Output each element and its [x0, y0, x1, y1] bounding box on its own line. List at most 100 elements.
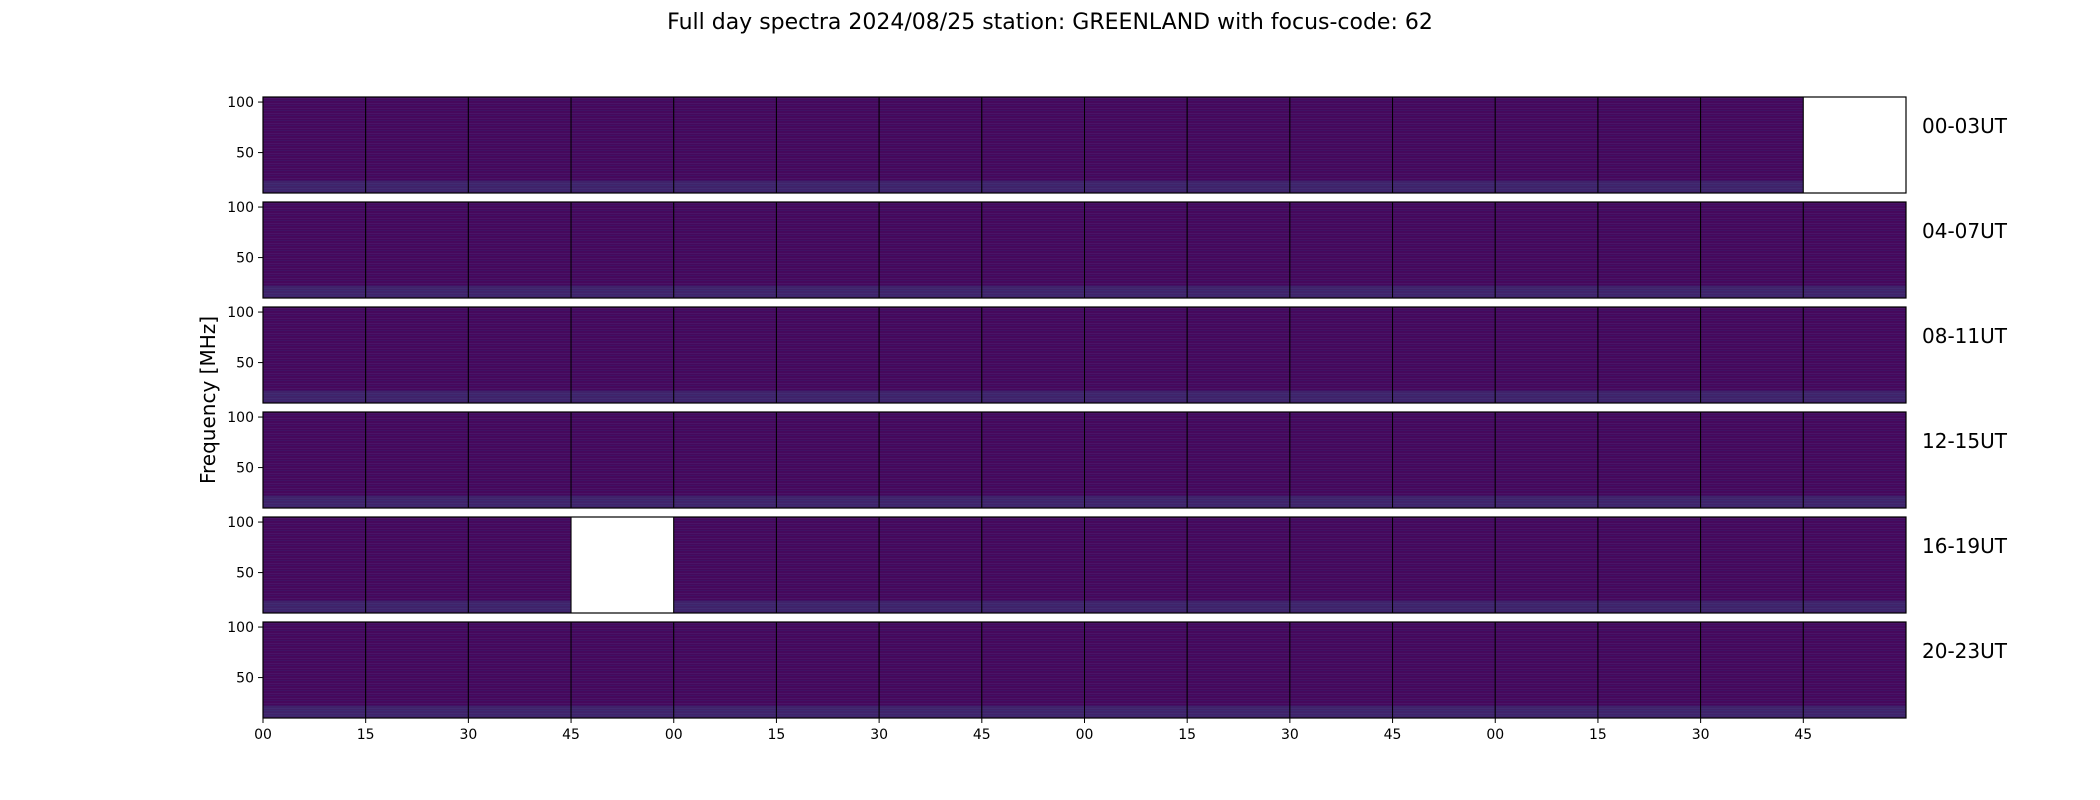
low-frequency-band	[365, 390, 469, 403]
spectrum-panel	[1289, 97, 1393, 193]
low-frequency-band	[1597, 600, 1701, 613]
spectrum-panel	[1084, 517, 1188, 613]
spectrum-panel	[1084, 412, 1188, 508]
x-tick-label: 45	[973, 727, 991, 743]
low-frequency-band	[468, 285, 572, 298]
spectrum-panel	[468, 307, 572, 403]
low-frequency-band	[1187, 600, 1290, 613]
spectrum-panel	[1187, 307, 1290, 403]
x-tick-label: 30	[459, 727, 477, 743]
row-label: 16-19UT	[1922, 534, 2008, 558]
chart-title: Full day spectra 2024/08/25 station: GRE…	[667, 10, 1433, 35]
spectrum-panel	[365, 412, 469, 508]
spectrum-panel	[1495, 97, 1598, 193]
low-frequency-band	[673, 705, 777, 718]
spectrum-panel	[1597, 412, 1701, 508]
spectrum-panel	[263, 202, 366, 298]
low-frequency-band	[1597, 285, 1701, 298]
low-frequency-band	[571, 390, 674, 403]
spectrum-panel	[1392, 412, 1496, 508]
y-tick-label: 50	[236, 671, 254, 687]
y-tick-label: 100	[227, 410, 254, 426]
low-frequency-band	[1289, 390, 1393, 403]
row-04-07UT: 100 50 04-07UT	[227, 200, 2008, 299]
spectrum-panel	[1289, 622, 1393, 718]
spectrum-panel	[1700, 97, 1804, 193]
spectrum-panel	[1495, 412, 1598, 508]
spectrum-panel	[1597, 517, 1701, 613]
spectrum-panel	[1597, 622, 1701, 718]
empty-panel	[571, 517, 674, 613]
spectrum-panel	[365, 517, 469, 613]
low-frequency-band	[365, 600, 469, 613]
x-tick-label: 30	[870, 727, 888, 743]
low-frequency-band	[1803, 705, 1906, 718]
low-frequency-band	[776, 285, 880, 298]
low-frequency-band	[263, 285, 366, 298]
spectrum-panel	[365, 307, 469, 403]
y-tick-label: 50	[236, 356, 254, 372]
spectrum-panel	[981, 97, 1085, 193]
low-frequency-band	[1597, 495, 1701, 508]
spectrum-panel	[263, 307, 366, 403]
spectrum-panel	[263, 517, 366, 613]
spectrum-panel	[1700, 307, 1804, 403]
low-frequency-band	[1187, 180, 1290, 193]
x-tick-label: 00	[1486, 727, 1504, 743]
spectrum-panel	[776, 622, 880, 718]
low-frequency-band	[1495, 180, 1598, 193]
spectrum-panel	[776, 202, 880, 298]
low-frequency-band	[673, 390, 777, 403]
low-frequency-band	[981, 390, 1085, 403]
low-frequency-band	[1392, 390, 1496, 403]
low-frequency-band	[263, 390, 366, 403]
spectrum-panel	[879, 202, 982, 298]
spectrum-panel	[1084, 202, 1188, 298]
low-frequency-band	[879, 390, 982, 403]
low-frequency-band	[981, 180, 1085, 193]
spectrum-panel	[981, 307, 1085, 403]
spectrum-panel	[1495, 622, 1598, 718]
spectrum-panel	[981, 622, 1085, 718]
low-frequency-band	[571, 180, 674, 193]
spectrum-panel	[776, 412, 880, 508]
y-tick-label: 100	[227, 515, 254, 531]
x-tick-label: 30	[1692, 727, 1710, 743]
spectrum-panel	[776, 517, 880, 613]
spectrum-panel	[1084, 97, 1188, 193]
spectrum-panel	[1392, 307, 1496, 403]
spectrum-panel	[468, 202, 572, 298]
row-label: 00-03UT	[1922, 114, 2008, 138]
row-frame	[262, 306, 1907, 404]
row-label: 12-15UT	[1922, 429, 2008, 453]
low-frequency-band	[776, 600, 880, 613]
low-frequency-band	[468, 705, 572, 718]
spectrum-panel	[468, 412, 572, 508]
spectrum-panel	[1289, 202, 1393, 298]
low-frequency-band	[879, 285, 982, 298]
low-frequency-band	[365, 495, 469, 508]
low-frequency-band	[879, 600, 982, 613]
low-frequency-band	[776, 705, 880, 718]
y-tick-label: 100	[227, 95, 254, 111]
spectrum-panel	[1187, 412, 1290, 508]
x-tick-label: 15	[1589, 727, 1607, 743]
low-frequency-band	[1495, 600, 1598, 613]
spectrum-panel	[1700, 202, 1804, 298]
spectrum-panel	[468, 97, 572, 193]
low-frequency-band	[571, 285, 674, 298]
spectrum-panel	[1187, 517, 1290, 613]
spectrum-panel	[981, 517, 1085, 613]
spectrum-panel	[1187, 202, 1290, 298]
spectrum-panel	[776, 307, 880, 403]
spectrum-panel	[673, 307, 777, 403]
spectrum-panel	[673, 412, 777, 508]
spectrum-panel	[879, 307, 982, 403]
low-frequency-band	[1084, 285, 1188, 298]
low-frequency-band	[365, 180, 469, 193]
row-00-03UT: 100 50 00-03UT	[227, 95, 2008, 194]
spectrum-panel	[1597, 307, 1701, 403]
spectrum-panel	[1392, 622, 1496, 718]
low-frequency-band	[263, 180, 366, 193]
